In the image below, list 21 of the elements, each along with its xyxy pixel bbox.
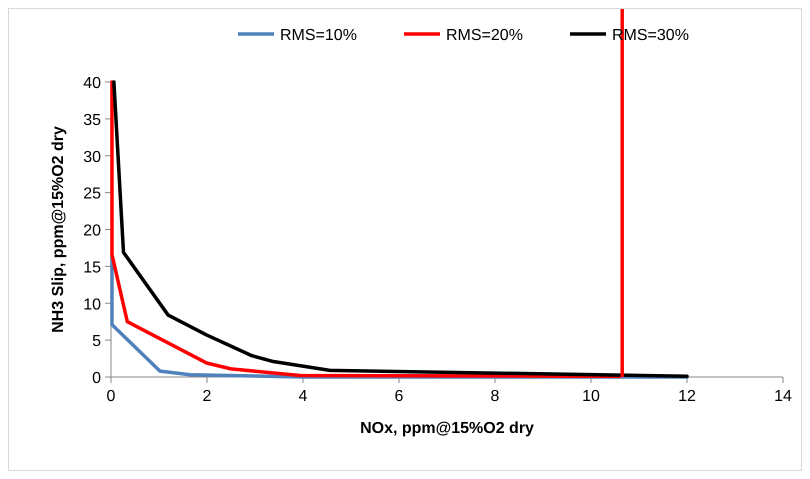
y-tick-label: 35 <box>83 112 102 129</box>
y-axis-title: NH3 Slip, ppm@15%O2 dry <box>50 126 67 333</box>
y-tick-label: 0 <box>92 370 102 387</box>
x-tick-label: 14 <box>774 388 792 405</box>
x-tick-label: 2 <box>202 388 212 405</box>
y-tick-label: 15 <box>83 259 102 276</box>
legend-label: RMS=20% <box>446 27 523 44</box>
x-tick-label: 10 <box>582 388 600 405</box>
x-tick-label: 8 <box>490 388 500 405</box>
x-tick-label: 6 <box>394 388 404 405</box>
x-axis-title: NOx, ppm@15%O2 dry <box>360 420 534 437</box>
x-tick-label: 4 <box>298 388 308 405</box>
y-tick-label: 30 <box>83 148 102 166</box>
x-tick-label: 12 <box>678 388 696 405</box>
y-tick-label: 40 <box>83 75 102 92</box>
y-tick-label: 20 <box>83 222 102 240</box>
y-tick-label: 10 <box>83 296 102 314</box>
legend-label: RMS=10% <box>280 27 357 44</box>
y-tick-label: 25 <box>83 186 102 203</box>
y-tick-label: 5 <box>92 333 102 350</box>
x-tick-label: 0 <box>106 388 116 405</box>
